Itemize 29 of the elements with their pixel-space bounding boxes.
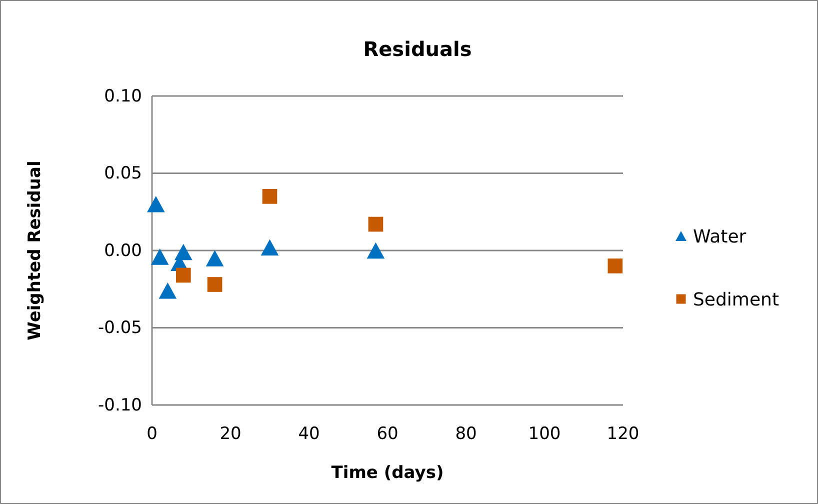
x-tick-label: 0 [146,424,158,444]
x-tick-label: 60 [376,424,398,444]
y-tick-label: 0.05 [104,164,142,184]
point [368,216,384,232]
point [366,242,385,259]
y-axis-title: Weighted Residual [25,160,45,340]
point [158,282,177,299]
x-tick-label: 100 [528,424,561,444]
point [147,196,165,212]
point [207,277,222,292]
y-tick-label: 0.10 [104,86,142,106]
x-axis-title: Time (days) [331,463,444,483]
point [174,244,192,260]
y-tick-label: -0.05 [98,318,142,338]
legend-label: Water [693,226,747,248]
chart-title: Residuals [363,37,472,61]
point [206,250,224,266]
point [260,239,279,256]
point [608,258,623,274]
point [150,248,169,265]
x-tick-label: 20 [220,424,242,444]
x-tick-label: 80 [455,424,477,444]
y-tick-label: -0.10 [98,395,142,416]
x-tick-label: 120 [606,424,640,444]
y-tick-label: 0.00 [104,240,142,261]
point [262,189,278,204]
x-tick-label: 40 [298,424,320,444]
legend-label: Sediment [693,289,780,310]
point [176,268,191,283]
